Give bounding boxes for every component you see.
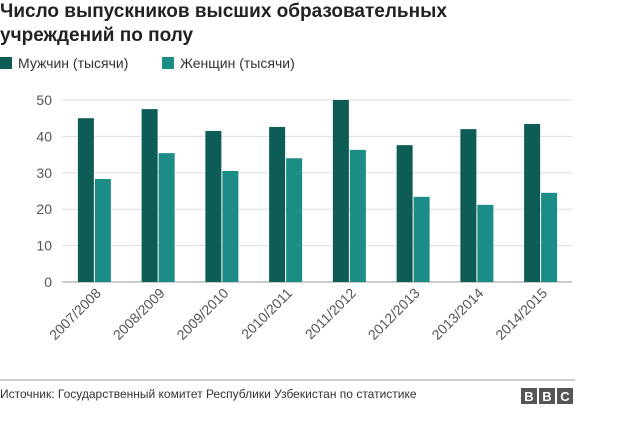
logo-box: [557, 388, 573, 404]
logo-letter: C: [560, 389, 570, 404]
bar: [141, 109, 158, 282]
legend-label: Мужчин (тысячи): [18, 55, 128, 71]
legend-swatch: [162, 57, 174, 69]
x-tick-label: 2012/2013: [365, 285, 423, 343]
bar: [158, 153, 175, 282]
source: Источник: Государственный комитет Респуб…: [0, 387, 417, 401]
x-tick-label: 2010/2011: [238, 285, 296, 343]
bar: [77, 118, 94, 282]
y-tick-label: 30: [36, 165, 52, 181]
x-tick-label: 2013/2014: [428, 285, 486, 343]
bar: [349, 149, 366, 282]
bar: [396, 145, 413, 282]
bar: [524, 124, 541, 282]
logo-letter: B: [542, 389, 551, 404]
x-tick-label: 2014/2015: [492, 285, 550, 343]
x-tick-label: 2011/2012: [302, 285, 360, 343]
logo-box: [521, 388, 537, 404]
bar: [332, 100, 349, 282]
y-tick-label: 10: [36, 238, 52, 254]
bar: [94, 178, 111, 282]
chart-title: Число выпускников высших образовательных…: [0, 1, 447, 46]
bar: [269, 126, 286, 282]
bar: [413, 196, 430, 282]
legend-label: Женщин (тысячи): [180, 55, 295, 71]
logo-letter: B: [524, 389, 533, 404]
legend-swatch: [0, 57, 12, 69]
logo-box: [539, 388, 555, 404]
y-tick-label: 0: [44, 274, 52, 290]
x-tick-label: 2008/2009: [110, 285, 168, 343]
y-tick-label: 40: [36, 128, 52, 144]
x-tick-label: 2009/2010: [173, 285, 231, 343]
bar: [286, 158, 303, 282]
bar: [541, 192, 558, 282]
x-tick-label: 2007/2008: [46, 285, 104, 343]
bar: [477, 204, 494, 282]
bar: [460, 129, 477, 282]
bar: [222, 170, 239, 282]
y-tick-label: 50: [36, 92, 52, 108]
y-tick-label: 20: [36, 201, 52, 217]
bar: [205, 130, 222, 282]
